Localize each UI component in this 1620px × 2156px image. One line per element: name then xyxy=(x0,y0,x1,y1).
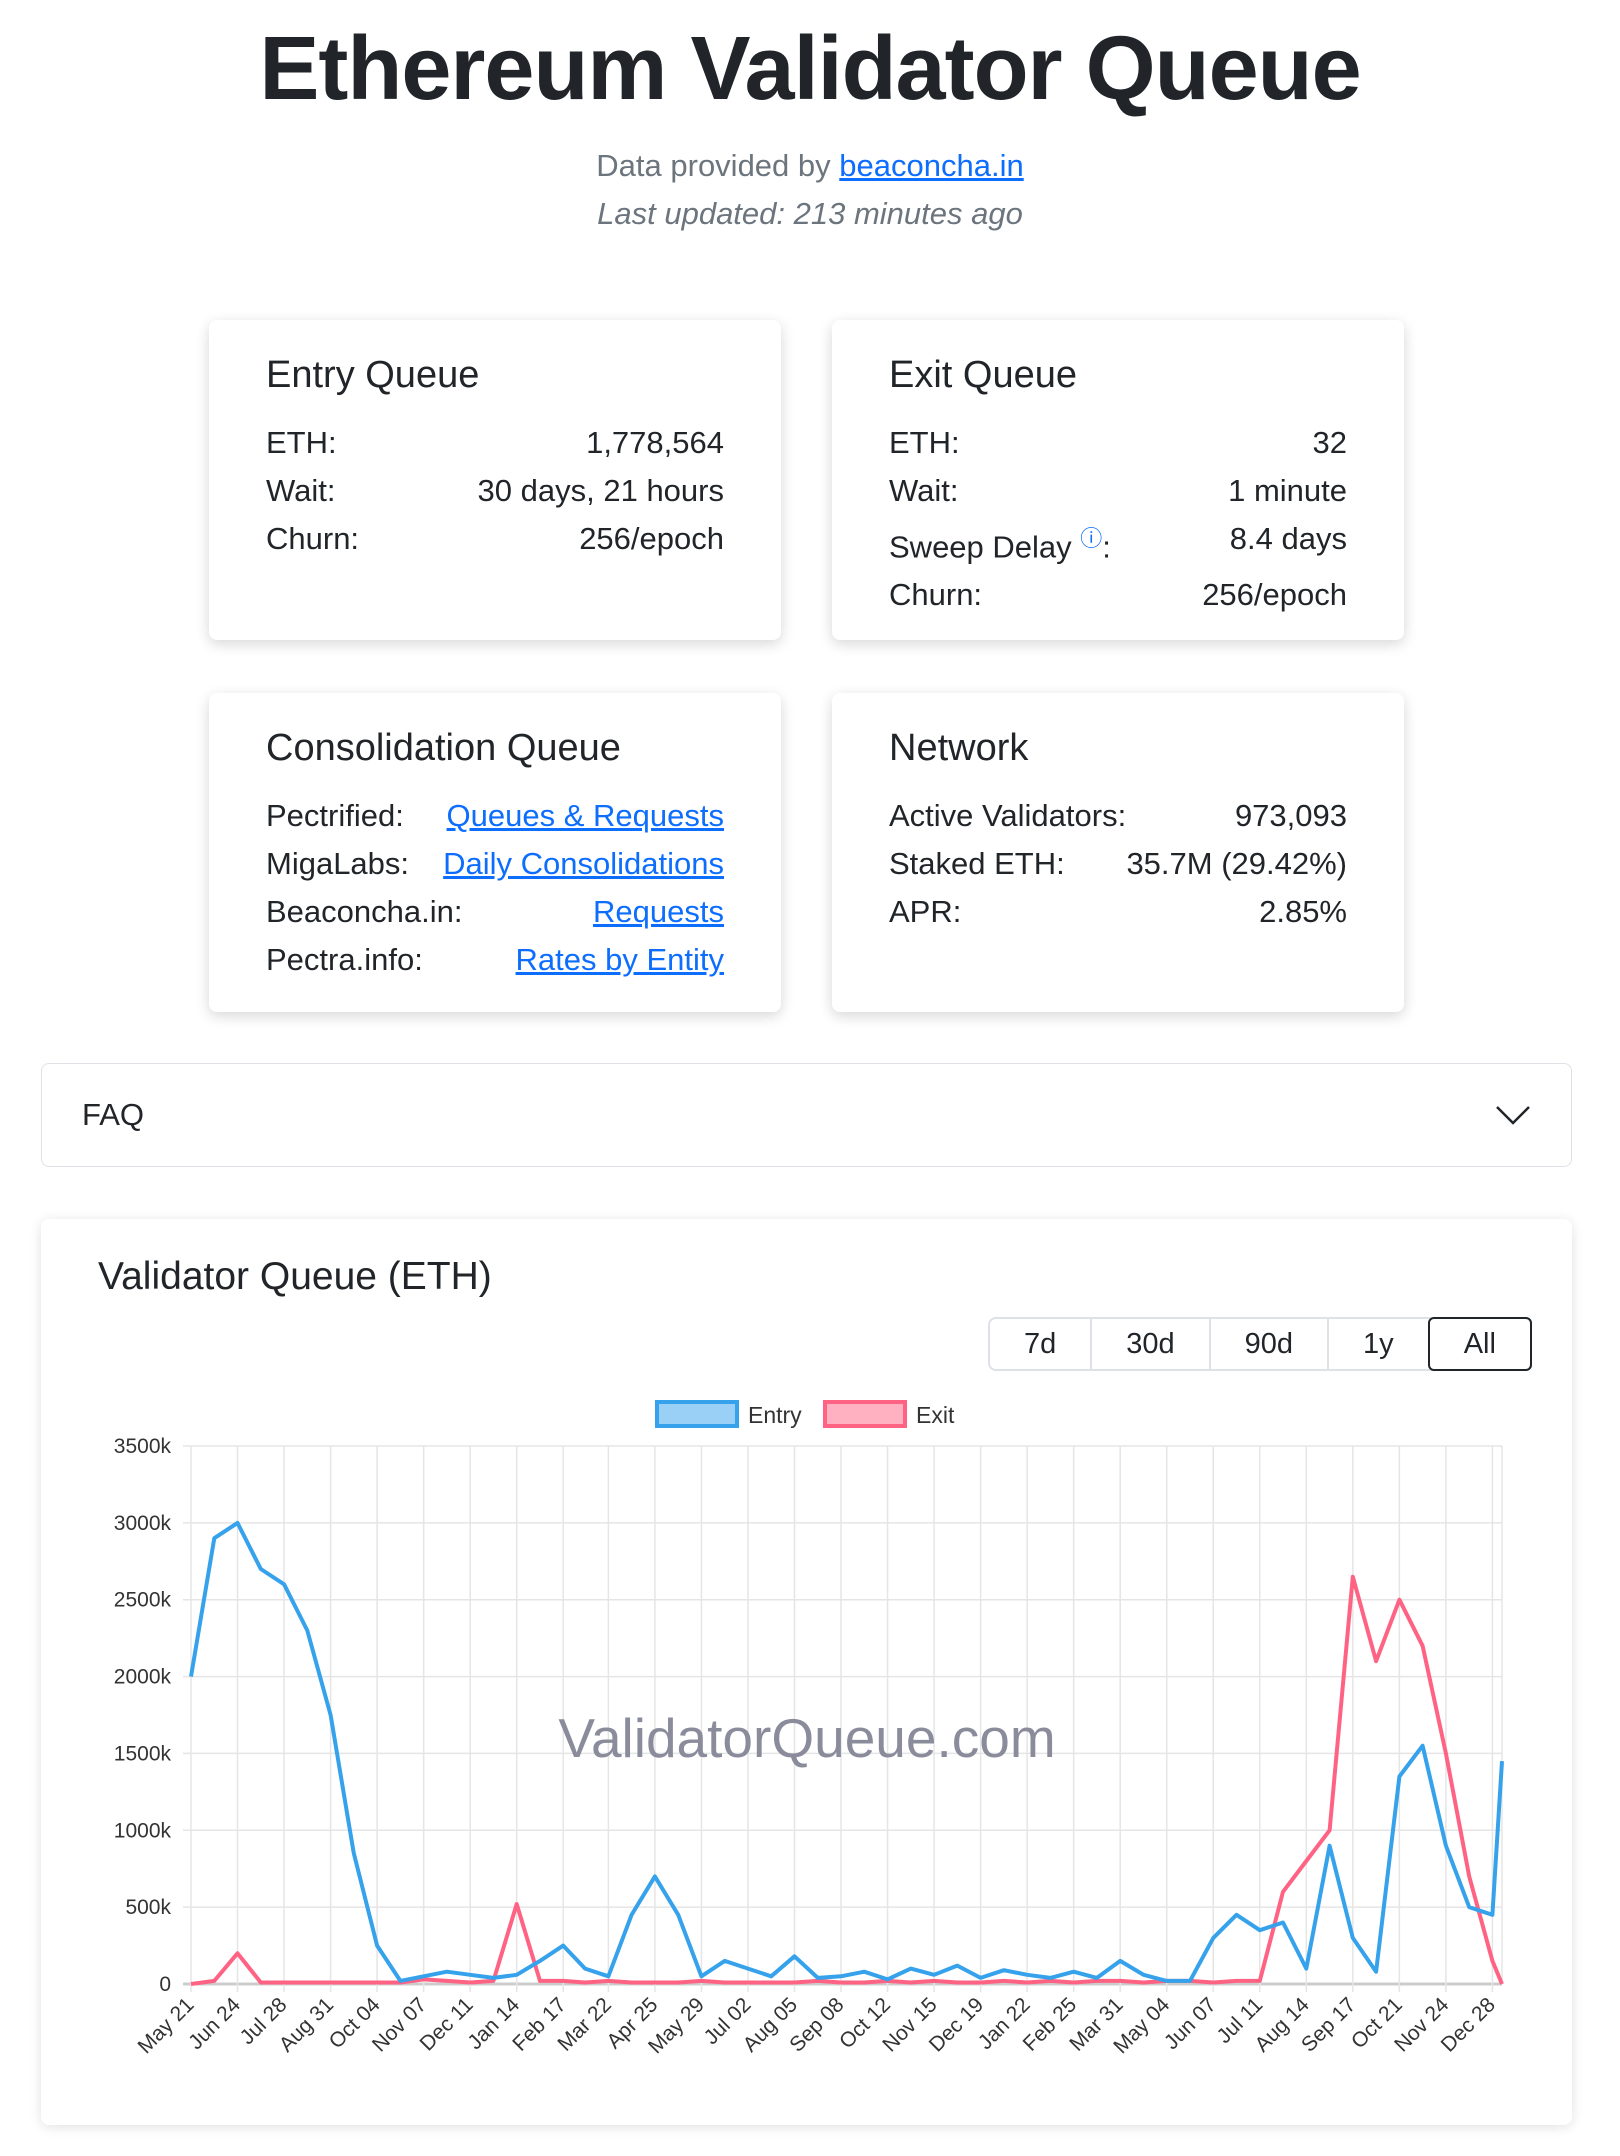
y-tick-label: 3500k xyxy=(114,1435,172,1458)
row-label: Sweep Delay ⓘ: xyxy=(889,526,1111,565)
exit-queue-card: Exit Queue ETH: 32 Wait: 1 minute Sweep De… xyxy=(832,320,1404,640)
x-tick-label: Jun 24 xyxy=(184,1993,245,2054)
faq-label: FAQ xyxy=(82,1097,145,1132)
beaconchain-row: Beaconcha.in: Requests xyxy=(266,888,724,936)
x-tick-label: Jun 07 xyxy=(1160,1993,1221,2054)
requests-link[interactable]: Requests xyxy=(593,894,724,929)
y-tick-label: 2000k xyxy=(114,1666,172,1689)
range-30d-button[interactable]: 30d xyxy=(1090,1319,1208,1369)
y-tick-label: 500k xyxy=(125,1896,171,1919)
chart-title: Validator Queue (ETH) xyxy=(98,1255,492,1298)
y-tick-label: 1000k xyxy=(114,1819,172,1842)
rates-by-entity-link[interactable]: Rates by Entity xyxy=(515,942,724,977)
series-line-entry xyxy=(189,1520,1504,1983)
row-label: Staked ETH: xyxy=(889,846,1065,881)
row-value: 973,093 xyxy=(1234,798,1347,833)
row-label: Pectra.info: xyxy=(266,942,423,977)
row-value: 30 days, 21 hours xyxy=(477,473,724,508)
consolidation-queue-title: Consolidation Queue xyxy=(266,727,621,769)
row-label: MigaLabs: xyxy=(266,846,410,881)
row-value: 1,778,564 xyxy=(586,425,724,460)
range-all-button[interactable]: All xyxy=(1427,1317,1532,1371)
row-label: Churn: xyxy=(266,521,360,556)
migalabs-row: MigaLabs: Daily Consolidations xyxy=(266,840,724,888)
consolidation-queue-card: Consolidation Queue Pectrified: Queues & … xyxy=(209,693,781,1012)
row-label: ETH: xyxy=(266,425,337,460)
range-90d-button[interactable]: 90d xyxy=(1208,1319,1327,1369)
entry-wait-row: Wait: 30 days, 21 hours xyxy=(266,467,724,515)
legend-item-entry[interactable]: Entry xyxy=(655,1400,802,1428)
network-card: Network Active Validators: 973,093 Staked… xyxy=(832,693,1404,1012)
beaconchain-link[interactable]: beaconcha.in xyxy=(839,148,1024,183)
range-button-group: 7d 30d 90d 1y All xyxy=(988,1317,1532,1371)
range-7d-button[interactable]: 7d xyxy=(1024,1327,1057,1360)
info-icon[interactable]: ⓘ xyxy=(1080,526,1103,551)
row-value: 2.85% xyxy=(1259,894,1347,929)
row-label: Active Validators: xyxy=(889,798,1127,833)
row-value: 8.4 days xyxy=(1229,521,1347,556)
chevron-down-icon xyxy=(1496,1106,1530,1125)
legend-swatch-entry xyxy=(655,1400,739,1428)
row-label: Beaconcha.in: xyxy=(266,894,463,929)
chart-legend: Entry Exit xyxy=(655,1400,955,1428)
exit-eth-row: ETH: 32 xyxy=(889,419,1347,467)
row-value: 256/epoch xyxy=(579,521,724,556)
y-tick-label: 0 xyxy=(159,1973,171,1996)
pectra-info-row: Pectra.info: Rates by Entity xyxy=(266,936,724,984)
row-label: Churn: xyxy=(889,577,983,613)
x-tick-label: May 21 xyxy=(134,1993,199,2058)
legend-label-exit: Exit xyxy=(916,1402,955,1428)
exit-queue-title: Exit Queue xyxy=(889,354,1077,396)
row-label: Pectrified: xyxy=(266,798,404,833)
entry-queue-title: Entry Queue xyxy=(266,354,480,396)
row-value: 32 xyxy=(1312,425,1347,460)
page-title: Ethereum Validator Queue xyxy=(259,19,1361,119)
validator-queue-chart: Entry Exit 0 500k 1000k 1500k 2000k 2500k 3000… xyxy=(114,1400,1504,2058)
exit-sweep-row: Sweep Delay ⓘ: 8.4 days xyxy=(889,515,1347,571)
row-value: 1 minute xyxy=(1228,473,1347,508)
legend-label-entry: Entry xyxy=(748,1402,802,1428)
pectrified-row: Pectrified: Queues & Requests xyxy=(266,792,724,840)
legend-item-exit[interactable]: Exit xyxy=(823,1400,955,1428)
daily-consolidations-link[interactable]: Daily Consolidations xyxy=(443,846,724,881)
queues-requests-link[interactable]: Queues & Requests xyxy=(446,798,724,833)
chart-card: Validator Queue (ETH) 7d 30d 90d 1y All xyxy=(41,1219,1572,2125)
entry-queue-card: Entry Queue ETH: 1,778,564 Wait: 30 days, … xyxy=(209,320,781,640)
row-label: APR: xyxy=(889,894,962,929)
active-validators-row: Active Validators: 973,093 xyxy=(889,792,1347,840)
watermark: ValidatorQueue.com xyxy=(558,1707,1055,1769)
data-source-prefix: Data provided by xyxy=(596,148,831,183)
row-label: Wait: xyxy=(266,473,336,508)
sweep-delay-label: Sweep Delay xyxy=(889,529,1072,565)
exit-wait-row: Wait: 1 minute xyxy=(889,467,1347,515)
row-value: 35.7M (29.42%) xyxy=(1126,846,1347,881)
entry-eth-row: ETH: 1,778,564 xyxy=(266,419,724,467)
legend-swatch-exit xyxy=(823,1400,907,1428)
x-tick-label: Dec 11 xyxy=(415,1993,477,2055)
row-label: Wait: xyxy=(889,473,959,508)
row-value: 256/epoch xyxy=(1202,577,1347,613)
network-title: Network xyxy=(889,727,1029,769)
y-tick-label: 3000k xyxy=(114,1512,172,1535)
faq-accordion[interactable]: FAQ xyxy=(41,1063,1572,1167)
y-tick-label: 2500k xyxy=(114,1589,172,1612)
last-updated: Last updated: 213 minutes ago xyxy=(597,196,1023,231)
exit-churn-row: Churn: 256/epoch xyxy=(889,571,1347,619)
series-line-exit xyxy=(190,1574,1504,1986)
entry-churn-row: Churn: 256/epoch xyxy=(266,515,724,563)
apr-row: APR: 2.85% xyxy=(889,888,1347,936)
data-source: Data provided by beaconcha.in xyxy=(0,148,1620,184)
range-1y-button[interactable]: 1y xyxy=(1327,1319,1428,1369)
staked-eth-row: Staked ETH: 35.7M (29.42%) xyxy=(889,840,1347,888)
y-tick-label: 1500k xyxy=(114,1742,172,1765)
row-label: ETH: xyxy=(889,425,960,460)
